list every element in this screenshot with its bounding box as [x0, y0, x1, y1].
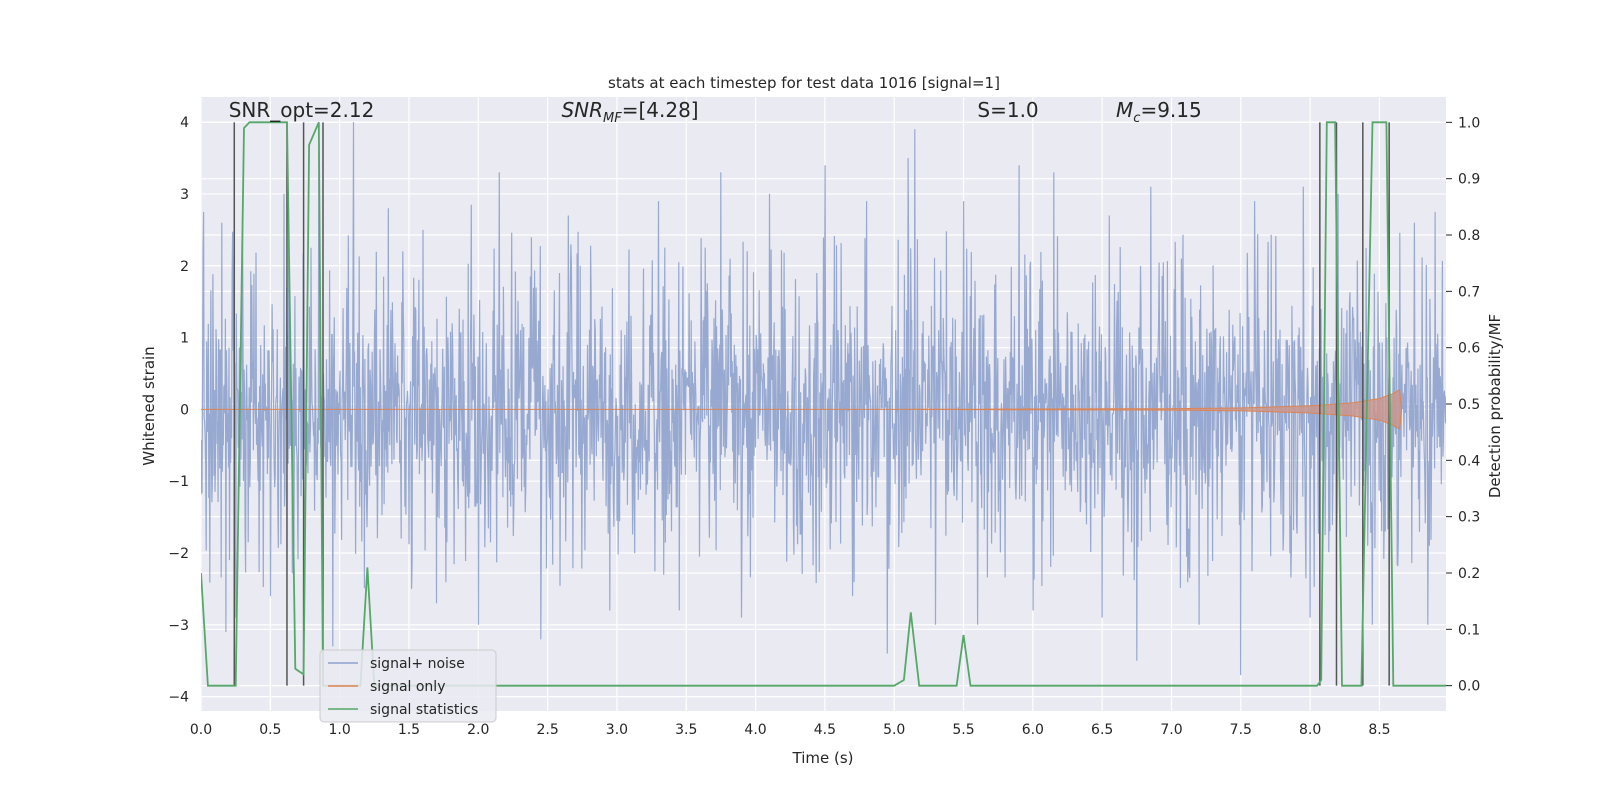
y-axis-ticks: −4 −3 −2 −1 0 1 2 3 4: [168, 115, 189, 706]
x-tick-label: 5.0: [883, 722, 905, 738]
right-y-tick-label: 0.4: [1458, 453, 1480, 469]
x-tick-label: 2.5: [536, 722, 558, 738]
right-y-tick-label: 1.0: [1458, 115, 1480, 131]
x-axis-ticks: 0.0 0.5 1.0 1.5 2.0 2.5 3.0 3.5 4.0 4.5 5.0 5.5 6.0 6…: [190, 722, 1391, 738]
x-tick-label: 8.0: [1299, 722, 1321, 738]
y-tick-label: −4: [168, 690, 189, 706]
annotations: SNR_opt=2.12 SNRMF=[4.28] S=1.0 Mc=9.15: [229, 98, 1202, 126]
series-signal-statistics-line: [201, 121, 1446, 687]
legend-box: [319, 649, 497, 723]
right-y-tick-label: 0.7: [1458, 284, 1480, 300]
y-tick-label: −2: [168, 546, 189, 562]
x-tick-label: 7.5: [1230, 722, 1252, 738]
legend-label-signal-statistics: signal statistics: [370, 702, 478, 718]
right-y-axis-label: Detection probability/MF: [1486, 314, 1504, 498]
y-axis-label: Whitened strain: [140, 346, 158, 465]
y-tick-label: 4: [180, 115, 189, 131]
x-tick-label: 4.0: [744, 722, 766, 738]
y-tick-label: 3: [180, 187, 189, 203]
y-tick-label: 1: [180, 331, 189, 347]
x-tick-label: 1.0: [329, 722, 351, 738]
x-tick-label: 4.5: [814, 722, 836, 738]
x-tick-label: 2.0: [467, 722, 489, 738]
series-signal-noise-line: [201, 122, 1446, 676]
right-y-tick-label: 0.8: [1458, 228, 1480, 244]
x-tick-label: 3.5: [675, 722, 697, 738]
annotation-text: Mc=9.15: [1116, 98, 1202, 126]
x-axis-label: Time (s): [792, 749, 854, 767]
x-tick-label: 5.5: [952, 722, 974, 738]
x-tick-label: 8.5: [1368, 722, 1390, 738]
y-tick-label: −1: [168, 474, 189, 490]
x-tick-label: 0.5: [259, 722, 281, 738]
annotation-text: S=1.0: [977, 98, 1038, 122]
legend: signal+ noise signal only signal statist…: [319, 649, 497, 723]
x-tick-label: 0.0: [190, 722, 212, 738]
right-y-tick-label: 0.6: [1458, 341, 1480, 357]
series-signal-only-line: [201, 388, 1403, 430]
y-tick-label: −3: [168, 618, 189, 634]
right-y-tick-label: 0.3: [1458, 510, 1480, 526]
y-tick-label: 2: [180, 259, 189, 275]
annotation-text: SNR_opt=2.12: [229, 98, 375, 122]
right-y-axis-ticks: 0.0 0.1 0.2 0.3 0.4 0.5 0.6 0.7 0.8 0.9 1.0: [1446, 115, 1480, 695]
legend-label-signal-noise: signal+ noise: [370, 656, 465, 672]
annotation-text: SNRMF=[4.28]: [561, 98, 698, 126]
right-y-tick-label: 0.0: [1458, 679, 1480, 695]
right-y-tick-label: 0.1: [1458, 622, 1480, 638]
legend-label-signal-only: signal only: [370, 679, 445, 695]
right-y-tick-label: 0.9: [1458, 172, 1480, 188]
x-tick-label: 6.0: [1022, 722, 1044, 738]
right-y-tick-label: 0.2: [1458, 566, 1480, 582]
chart-title: stats at each timestep for test data 101…: [608, 74, 1000, 92]
y-tick-label: 0: [180, 402, 189, 418]
right-y-tick-label: 0.5: [1458, 397, 1480, 413]
x-tick-label: 6.5: [1091, 722, 1113, 738]
x-tick-label: 1.5: [398, 722, 420, 738]
x-tick-label: 3.0: [606, 722, 628, 738]
x-tick-label: 7.0: [1160, 722, 1182, 738]
